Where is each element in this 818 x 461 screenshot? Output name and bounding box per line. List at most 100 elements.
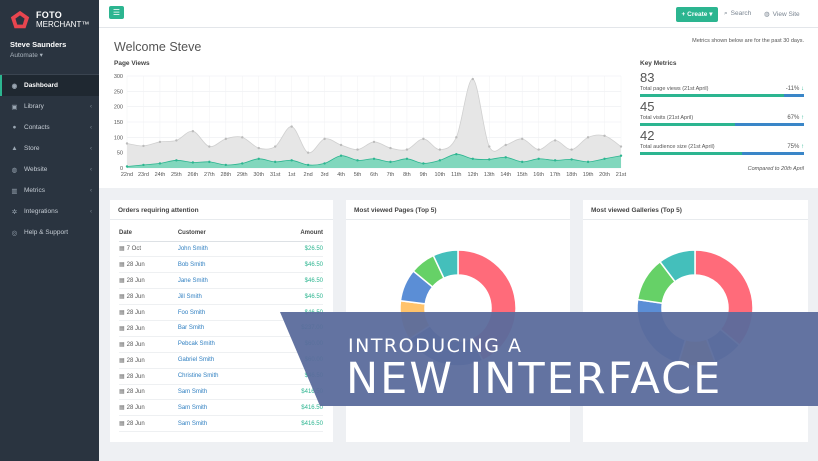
order-amount: $237.00 bbox=[271, 320, 323, 337]
logo[interactable]: FOTO MERCHANT™ bbox=[0, 0, 99, 32]
data-point bbox=[125, 165, 129, 168]
x-tick-label: 3rd bbox=[321, 172, 329, 178]
sidebar-item-metrics[interactable]: ▥ Metrics ‹ bbox=[0, 180, 99, 201]
series-area bbox=[127, 79, 621, 168]
sidebar-item-dashboard[interactable]: ◉ Dashboard bbox=[0, 75, 99, 96]
y-tick-label: 300 bbox=[114, 74, 123, 80]
table-row[interactable]: ▦ 28 Jun Christine Smith $46.50 bbox=[119, 368, 323, 385]
order-customer-link[interactable]: Jill Smith bbox=[177, 288, 272, 306]
table-row[interactable]: ▦ 28 Jun Bar Smith $237.00 bbox=[119, 320, 323, 337]
order-customer-link[interactable]: Bar Smith bbox=[177, 320, 272, 337]
data-point bbox=[521, 160, 524, 164]
calendar-icon: ▦ bbox=[119, 246, 125, 253]
sidebar-item-store[interactable]: ▲ Store ‹ bbox=[0, 138, 99, 159]
data-point bbox=[422, 137, 425, 141]
top-pages-donut-chart bbox=[399, 249, 517, 367]
y-tick-label: 100 bbox=[114, 135, 123, 141]
sidebar-item-contacts[interactable]: ● Contacts ‹ bbox=[0, 117, 99, 138]
x-tick-label: 10th bbox=[435, 172, 446, 178]
user-profile[interactable]: Steve Saunders Automate ▾ bbox=[0, 32, 99, 70]
top-pages-title: Most viewed Pages (Top 5) bbox=[354, 207, 437, 214]
x-tick-label: 18th bbox=[566, 172, 577, 178]
order-amount: $46.50 bbox=[271, 368, 323, 385]
order-amount: $416.50 bbox=[271, 415, 323, 433]
search-link[interactable]: ⌕ Search bbox=[724, 10, 751, 18]
data-point bbox=[488, 158, 491, 161]
help-icon: ◎ bbox=[11, 229, 18, 237]
table-row[interactable]: ▦ 28 Jun Gabriel Smith $60.00 bbox=[119, 352, 323, 369]
data-point bbox=[290, 125, 293, 128]
donut-slice[interactable] bbox=[432, 249, 459, 280]
trend-arrow-icon: ↓ bbox=[801, 86, 804, 92]
metric-progress-bar bbox=[640, 123, 804, 126]
globe-icon: ◍ bbox=[764, 11, 770, 18]
order-date: ▦ 7 Oct bbox=[119, 241, 178, 258]
y-tick-label: 0 bbox=[120, 166, 123, 172]
menu-toggle-button[interactable]: ☰ bbox=[109, 6, 124, 19]
data-point bbox=[389, 146, 392, 150]
data-point bbox=[537, 148, 540, 151]
order-amount: $416.50 bbox=[271, 384, 323, 401]
order-customer-link[interactable]: John Smith bbox=[177, 241, 272, 258]
create-button[interactable]: + Create ▾ bbox=[676, 7, 718, 22]
sidebar-item-help-support[interactable]: ◎ Help & Support bbox=[0, 222, 99, 243]
view-site-link[interactable]: ◍ View Site bbox=[764, 10, 800, 18]
order-customer-link[interactable]: Gabriel Smith bbox=[177, 352, 272, 369]
column-header-customer[interactable]: Customer bbox=[177, 229, 272, 242]
order-customer-link[interactable]: Bob Smith bbox=[177, 256, 272, 274]
x-tick-label: 29th bbox=[237, 172, 248, 178]
sidebar-item-library[interactable]: ▣ Library ‹ bbox=[0, 96, 99, 117]
data-point bbox=[521, 137, 524, 141]
table-row[interactable]: ▦ 28 Jun Jill Smith $46.50 bbox=[119, 288, 323, 306]
donut-slice[interactable] bbox=[658, 249, 696, 283]
user-name: Steve Saunders bbox=[10, 40, 67, 49]
x-tick-label: 20th bbox=[599, 172, 610, 178]
order-amount: $60.00 bbox=[271, 352, 323, 369]
store-icon: ▲ bbox=[11, 145, 18, 152]
column-header-date[interactable]: Date bbox=[119, 229, 178, 242]
calendar-icon: ▦ bbox=[119, 341, 125, 348]
y-tick-label: 50 bbox=[117, 151, 123, 157]
table-row[interactable]: ▦ 7 Oct John Smith $26.50 bbox=[119, 241, 323, 258]
data-point bbox=[306, 163, 310, 167]
metric-progress-bar bbox=[640, 94, 804, 97]
x-tick-label: 28th bbox=[220, 172, 231, 178]
x-tick-label: 26th bbox=[188, 172, 199, 178]
user-role-dropdown[interactable]: Automate ▾ bbox=[10, 52, 43, 59]
order-customer-link[interactable]: Foo Smith bbox=[177, 304, 272, 321]
order-customer-link[interactable]: Sam Smith bbox=[177, 384, 272, 401]
x-tick-label: 1st bbox=[288, 172, 296, 178]
order-customer-link[interactable]: Pebcak Smith bbox=[177, 336, 272, 353]
order-customer-link[interactable]: Sam Smith bbox=[177, 399, 272, 417]
metric-progress-bar bbox=[640, 152, 804, 155]
data-point bbox=[274, 145, 277, 148]
sidebar-item-website[interactable]: ◍ Website ‹ bbox=[0, 159, 99, 180]
table-row[interactable]: ▦ 28 Jun Jane Smith $46.50 bbox=[119, 272, 323, 290]
table-row[interactable]: ▦ 28 Jun Sam Smith $416.50 bbox=[119, 399, 323, 417]
calendar-icon: ▦ bbox=[119, 389, 125, 396]
table-row[interactable]: ▦ 28 Jun Sam Smith $416.50 bbox=[119, 415, 323, 433]
table-row[interactable]: ▦ 28 Jun Bob Smith $46.50 bbox=[119, 256, 323, 274]
order-amount: $46.50 bbox=[271, 272, 323, 290]
metric-label: Total audience size (21st April) bbox=[640, 144, 715, 150]
sidebar-item-integrations[interactable]: ✲ Integrations ‹ bbox=[0, 201, 99, 222]
table-row[interactable]: ▦ 28 Jun Sam Smith $416.50 bbox=[119, 384, 323, 401]
data-point bbox=[224, 137, 227, 141]
y-tick-label: 150 bbox=[114, 120, 123, 126]
data-point bbox=[455, 153, 458, 156]
order-customer-link[interactable]: Christine Smith bbox=[177, 368, 272, 385]
metric-change: 67% ↑ bbox=[787, 115, 804, 121]
data-point bbox=[586, 160, 590, 164]
data-point bbox=[471, 157, 474, 160]
x-tick-label: 22nd bbox=[121, 172, 133, 178]
order-customer-link[interactable]: Jane Smith bbox=[177, 272, 272, 290]
order-customer-link[interactable]: Sam Smith bbox=[177, 415, 272, 433]
sidebar: FOTO MERCHANT™ Steve Saunders Automate ▾… bbox=[0, 0, 99, 461]
data-point bbox=[372, 157, 376, 160]
table-row[interactable]: ▦ 28 Jun Pebcak Smith $60.00 bbox=[119, 336, 323, 353]
table-row[interactable]: ▦ 28 Jun Foo Smith $46.50 bbox=[119, 304, 323, 321]
metrics-icon: ▥ bbox=[11, 187, 18, 195]
donut-slice[interactable] bbox=[694, 249, 754, 347]
column-header-amount[interactable]: Amount bbox=[271, 229, 323, 242]
x-tick-label: 15th bbox=[517, 172, 528, 178]
